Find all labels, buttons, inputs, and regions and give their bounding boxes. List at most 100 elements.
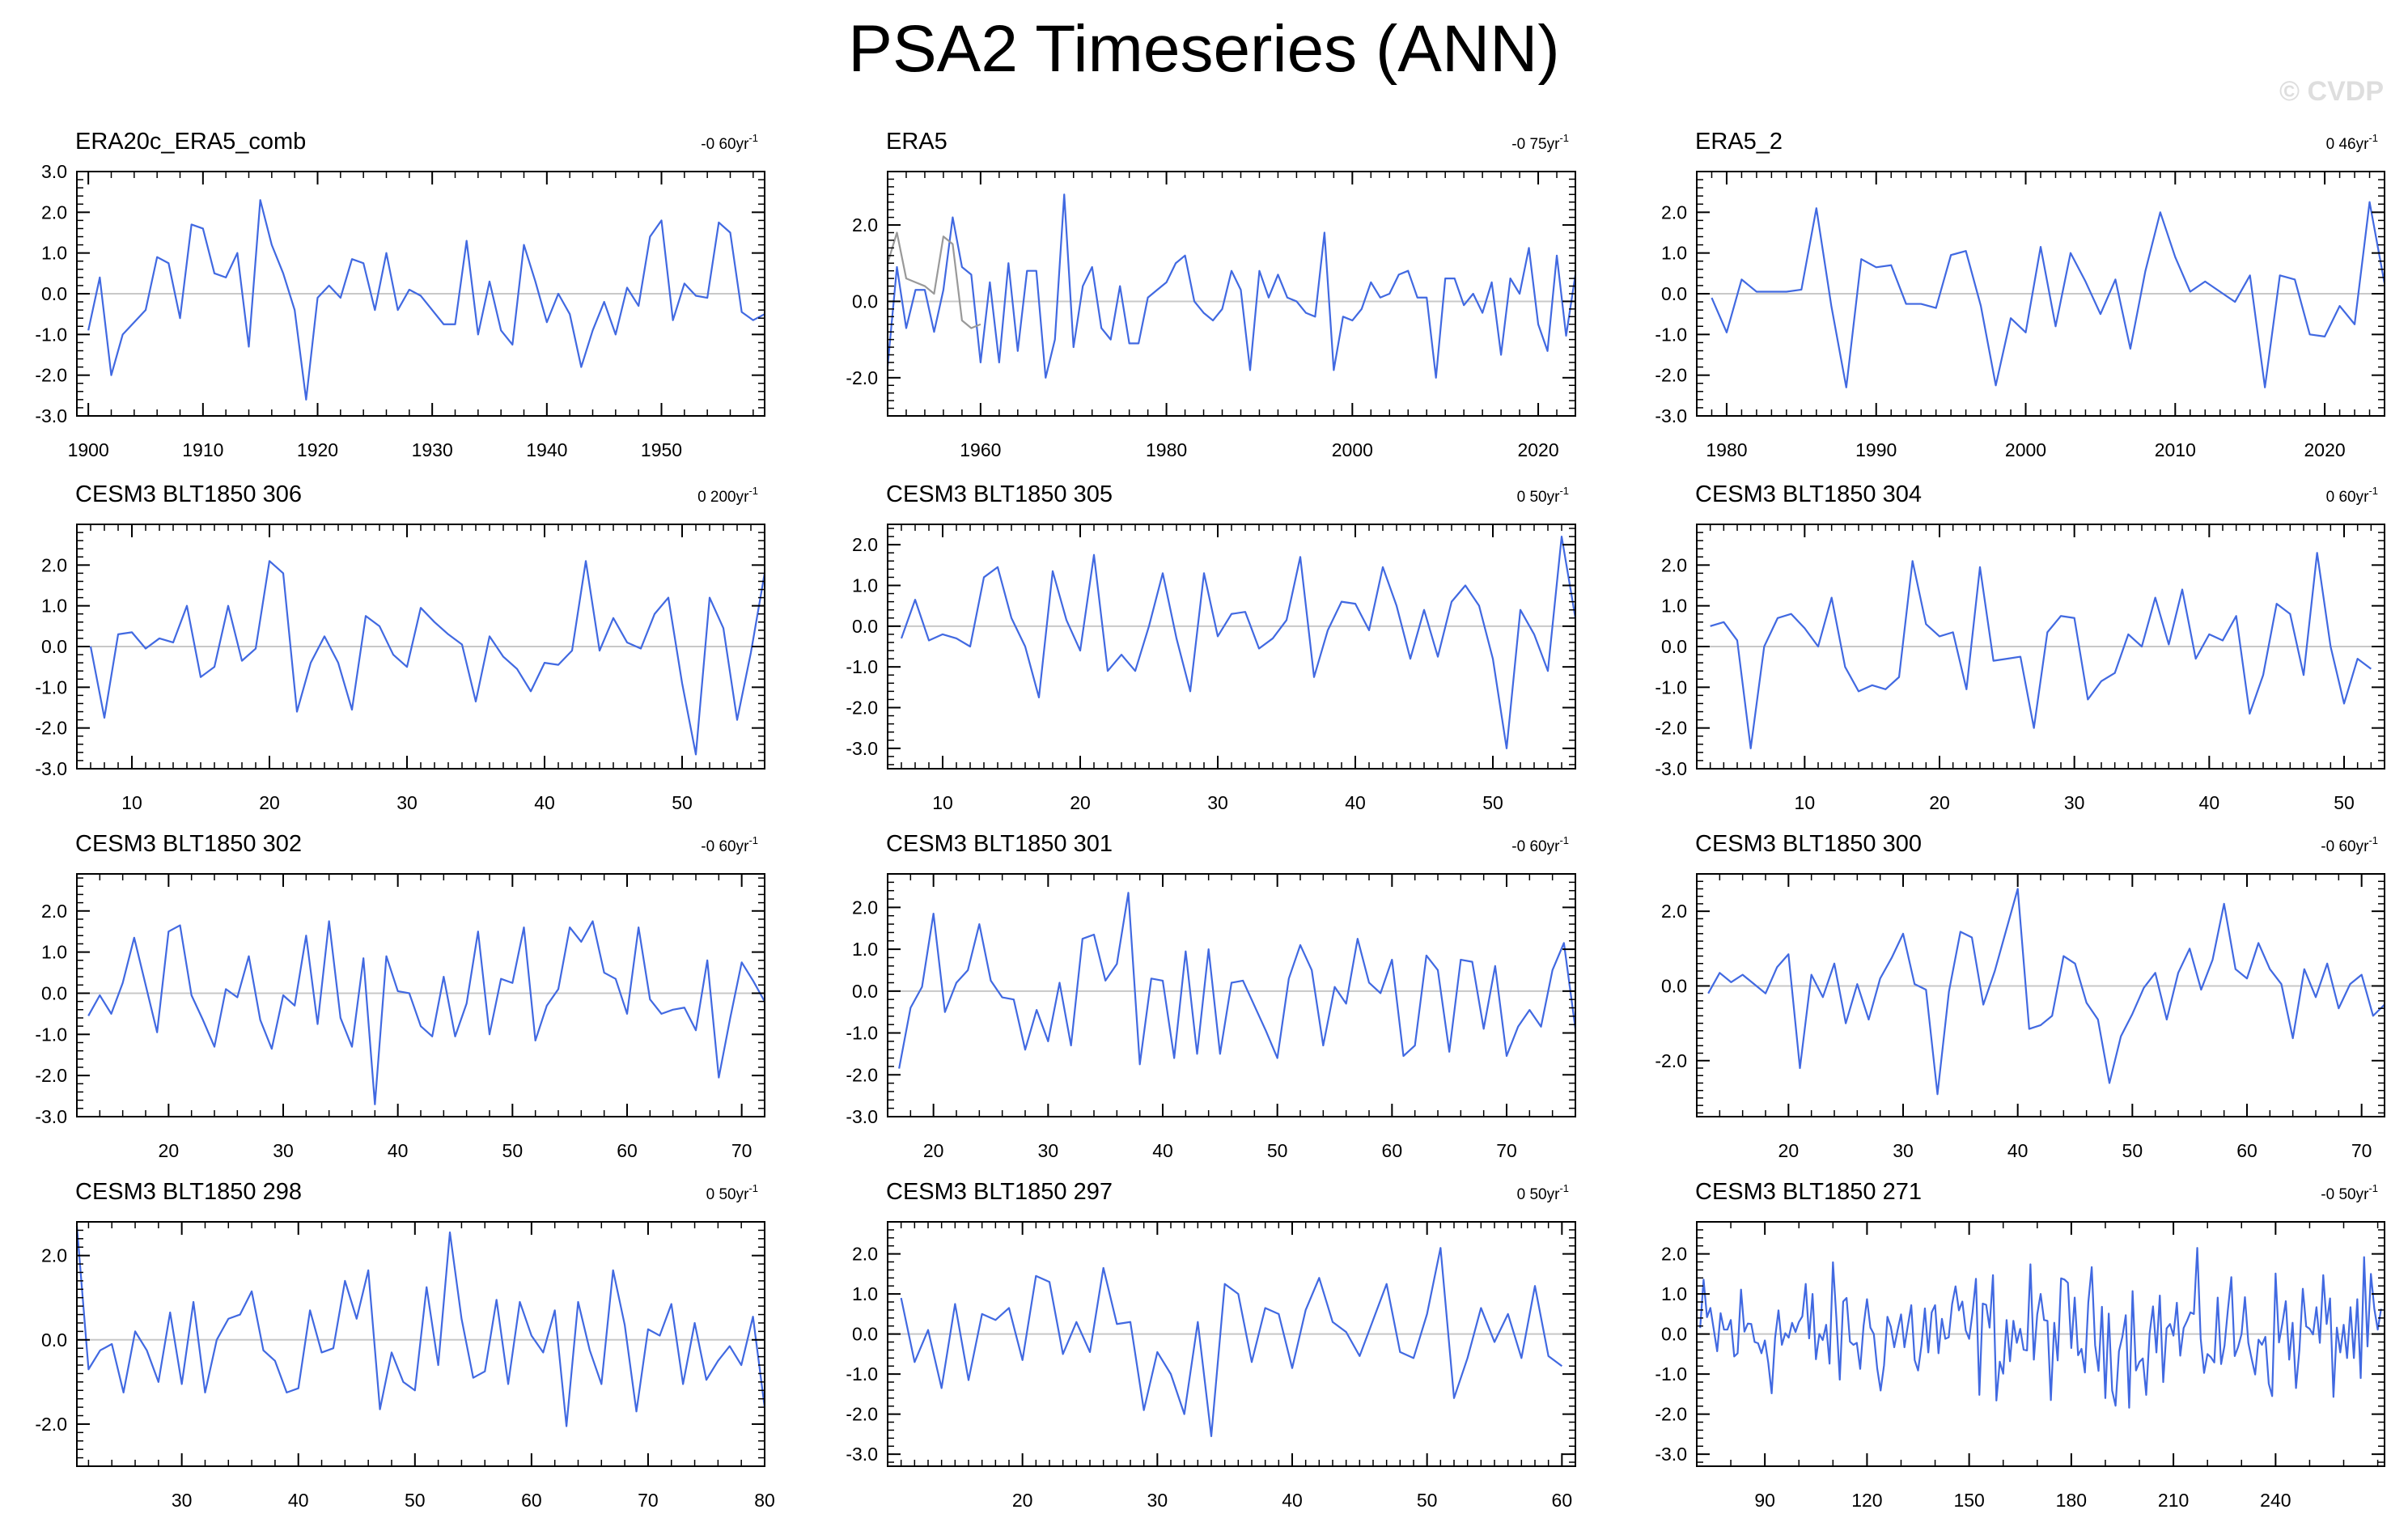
panel-4: 10 20 30 40 50 -3.0 -2.0 -1.0 0.0 1.0 2.0 CESM3 BLT…: [35, 481, 766, 813]
y-tick-label: 0.0: [41, 283, 67, 304]
y-tick-label: 1.0: [41, 942, 67, 963]
trend-value: 0 50yr: [706, 1186, 749, 1203]
panel-title: CESM3 BLT1850 300: [1695, 831, 1922, 857]
x-tick-label: 50: [2122, 1140, 2143, 1161]
y-tick-label: 1.0: [1661, 596, 1687, 617]
x-tick-label: 20: [1778, 1140, 1800, 1161]
trend-value: -0 60yr: [701, 136, 749, 153]
y-tick-label: 2.0: [41, 901, 67, 922]
y-tick-label: 0.0: [41, 636, 67, 657]
trend-exponent: -1: [2368, 485, 2378, 497]
x-tick-label: 50: [502, 1140, 524, 1161]
trend-value: 0 60yr: [2326, 489, 2369, 506]
y-tick-label: -2.0: [35, 718, 67, 739]
panel-title: CESM3 BLT1850 302: [75, 831, 302, 857]
trend-label: -0 60yr-1: [701, 834, 758, 855]
x-tick-label: 150: [1953, 1490, 1984, 1511]
x-tick-label: 2000: [1332, 439, 1373, 460]
trend-label: 0 200yr-1: [697, 485, 758, 506]
y-tick-label: -1.0: [35, 676, 67, 698]
trend-exponent: -1: [748, 834, 758, 846]
x-tick-label: 210: [2158, 1490, 2189, 1511]
y-tick-label: -2.0: [1655, 718, 1687, 739]
trend-value: 0 50yr: [1517, 1186, 1560, 1203]
trend-value: -0 50yr: [2321, 1186, 2369, 1203]
series-line: [89, 560, 766, 756]
trend-value: 0 46yr: [2326, 136, 2369, 153]
x-tick-label: 60: [1382, 1140, 1403, 1161]
y-tick-label: -3.0: [35, 405, 67, 426]
y-tick-label: 1.0: [41, 596, 67, 617]
y-tick-label: 0.0: [852, 616, 878, 637]
y-tick-label: -2.0: [846, 698, 878, 719]
y-tick-label: 0.0: [852, 1324, 878, 1345]
y-tick-label: -2.0: [35, 365, 67, 386]
y-tick-label: -2.0: [1655, 365, 1687, 386]
plot-frame: [887, 1221, 1576, 1467]
x-tick-label: 30: [1147, 1490, 1168, 1511]
trend-label: 0 50yr-1: [706, 1182, 758, 1203]
y-tick-label: -3.0: [35, 758, 67, 779]
trend-value: 0 50yr: [1517, 489, 1560, 506]
panel-3: 1980 1990 2000 2010 2020 -3.0 -2.0 -1.0 0.0 1.0 2.…: [1655, 129, 2386, 460]
panel-6: 10 20 30 40 50 -3.0 -2.0 -1.0 0.0 1.0 2.0 CESM3 BLT…: [1655, 481, 2385, 813]
panel-7: 20 30 40 50 60 70 -3.0 -2.0 -1.0 0.0 1.0 2.0 CESM3 B…: [35, 831, 765, 1161]
trend-label: 0 50yr-1: [1517, 1182, 1569, 1203]
x-tick-label: 70: [1496, 1140, 1517, 1161]
x-tick-label: 60: [1552, 1490, 1573, 1511]
trend-value: -0 60yr: [2321, 838, 2369, 855]
trend-exponent: -1: [748, 132, 758, 144]
trend-label: -0 50yr-1: [2321, 1182, 2378, 1203]
panel-1: 1900 1910 1920 1930 1940 1950 -3.0 -2.0 -1.0 0.0 1…: [35, 129, 765, 460]
y-tick-label: 1.0: [852, 939, 878, 960]
y-tick-label: -2.0: [1655, 1404, 1687, 1425]
trend-exponent: -1: [1559, 1182, 1569, 1194]
series-line: [900, 1247, 1562, 1437]
x-tick-label: 1950: [641, 439, 682, 460]
plot-frame: [1696, 873, 2385, 1117]
x-tick-label: 60: [521, 1490, 542, 1511]
trend-exponent: -1: [2368, 132, 2378, 144]
trend-exponent: -1: [1559, 834, 1569, 846]
x-tick-label: 1980: [1706, 439, 1747, 460]
x-tick-label: 70: [2351, 1140, 2372, 1161]
y-tick-label: -1.0: [846, 1023, 878, 1044]
cvdp-watermark: © CVDP: [2279, 76, 2384, 107]
x-tick-label: 50: [405, 1490, 426, 1511]
trend-value: -0 60yr: [1511, 838, 1560, 855]
y-tick-label: -2.0: [846, 367, 878, 388]
y-tick-label: 2.0: [1661, 901, 1687, 922]
y-tick-label: 0.0: [1661, 636, 1687, 657]
figure-title: PSA2 Timeseries (ANN): [848, 12, 1560, 86]
y-tick-label: -3.0: [846, 738, 878, 759]
x-tick-label: 40: [2007, 1140, 2029, 1161]
x-tick-label: 10: [121, 792, 142, 813]
plot-frame: [76, 1221, 765, 1467]
y-tick-label: -2.0: [846, 1404, 878, 1425]
x-tick-label: 70: [638, 1490, 659, 1511]
panel-8: 20 30 40 50 60 70 -3.0 -2.0 -1.0 0.0 1.0 2.0 CESM3 B…: [846, 831, 1577, 1161]
panel-title: CESM3 BLT1850 297: [886, 1179, 1113, 1205]
trend-label: -0 60yr-1: [2321, 834, 2378, 855]
x-tick-label: 50: [1267, 1140, 1288, 1161]
trend-exponent: -1: [748, 1182, 758, 1194]
x-tick-label: 40: [388, 1140, 409, 1161]
series-line: [1707, 888, 2385, 1096]
x-tick-label: 30: [172, 1490, 193, 1511]
y-tick-label: 2.0: [852, 534, 878, 555]
panel-title: CESM3 BLT1850 304: [1695, 481, 1922, 507]
x-tick-label: 50: [2334, 792, 2355, 813]
series-line: [75, 1226, 766, 1427]
y-tick-label: 2.0: [41, 201, 67, 223]
panel-title: CESM3 BLT1850 305: [886, 481, 1113, 507]
trend-value: 0 200yr: [697, 489, 749, 506]
y-tick-label: 2.0: [1661, 1244, 1687, 1265]
x-tick-label: 1910: [182, 439, 223, 460]
y-tick-label: 1.0: [852, 575, 878, 596]
plot-frame: [1696, 1221, 2385, 1467]
x-tick-label: 30: [1038, 1140, 1059, 1161]
trend-label: 0 60yr-1: [2326, 485, 2378, 506]
panel-title: ERA5_2: [1695, 129, 1783, 155]
panel-5: 10 20 30 40 50 -3.0 -2.0 -1.0 0.0 1.0 2.0 CESM3 BLT…: [846, 481, 1577, 813]
trend-exponent: -1: [2368, 834, 2378, 846]
